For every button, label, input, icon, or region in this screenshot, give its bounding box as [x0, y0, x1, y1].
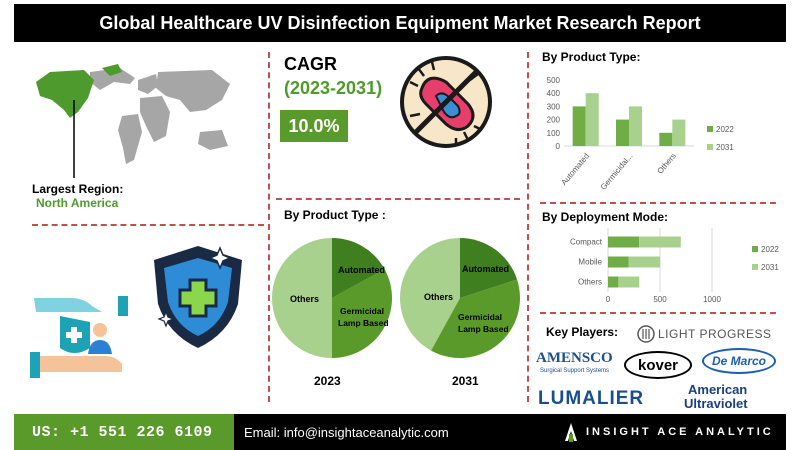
no-bacteria-icon [400, 56, 492, 148]
x-tick-label: Others [656, 152, 678, 176]
logo-de-marco: De Marco [702, 348, 776, 374]
north-america-shape [36, 70, 94, 118]
divider [276, 198, 520, 200]
pie-chart-2023: Others Automated Germicidal Lamp Based [272, 238, 393, 358]
pie-slice-automated [332, 238, 385, 298]
pie-charts: Others Automated Germicidal Lamp Based O… [272, 238, 520, 359]
y-tick-label: 0 [556, 142, 561, 151]
pie-year-2023: 2023 [314, 374, 341, 388]
world-map [36, 64, 230, 178]
x-tick-label: 500 [653, 295, 667, 304]
bar-2031 [618, 276, 640, 288]
pie-label-germicidal-line2: Lamp Based [338, 318, 389, 328]
continents [90, 68, 230, 164]
product-type-bar-chart: 0 100 200 300 400 500 Automated Germicidal... Ot… [547, 76, 735, 192]
bar-2031 [629, 106, 642, 146]
deployment-mode-bar-chart: 0 500 1000 Compact Mobile Others 2022 2031 [570, 228, 779, 304]
divider [540, 312, 776, 314]
logo-light-progress: LIGHT PROGRESS [658, 327, 772, 341]
logo-lumalier: LUMALIER [538, 388, 645, 409]
largest-region-label: Largest Region: [32, 182, 124, 196]
legend-label: 2031 [716, 143, 734, 152]
pie-label-germicidal-line1: Germicidal [340, 306, 384, 316]
divider [540, 202, 776, 204]
legend-swatch [707, 144, 713, 150]
medical-shield-icon [154, 246, 242, 348]
bar-2022 [572, 106, 586, 146]
legend-label: 2022 [716, 125, 734, 134]
cagr-period: (2023-2031) [284, 78, 383, 98]
bar-2031 [585, 93, 599, 146]
pie-label-germicidal-line1: Germicidal [458, 312, 502, 322]
bar-2022 [608, 276, 619, 288]
footer-bar: Email: info@insightaceanalytic.com INSIG… [234, 414, 786, 450]
pie-label-others: Others [424, 292, 453, 302]
y-tick-label: 100 [547, 129, 561, 138]
logo-amensco: AMENSCO [536, 350, 613, 366]
pie-label-automated: Automated [338, 265, 385, 275]
pie-label-others: Others [290, 294, 319, 304]
hands-shield-icon [30, 296, 128, 378]
product-chart-title: By Product Type: [542, 50, 641, 64]
footer-phone: US: +1 551 226 6109 [14, 414, 234, 450]
x-tick-label: Germicidal... [599, 152, 635, 192]
cagr-value: 10.0% [280, 110, 348, 142]
light-progress-logo-icon [637, 325, 655, 343]
divider [32, 224, 264, 226]
pie-chart-2031: Others Automated Germicidal Lamp Based [399, 238, 520, 359]
brand-logo-icon [565, 423, 577, 442]
footer-email: Email: info@insightaceanalytic.com [244, 424, 449, 440]
pie-label-germicidal-line2: Lamp Based [458, 324, 509, 334]
pie-slice-others [272, 238, 332, 358]
divider [268, 52, 270, 402]
legend-swatch [752, 264, 758, 270]
bar-2031 [672, 119, 686, 146]
largest-region-value: North America [36, 196, 119, 210]
legend-label: 2022 [761, 245, 779, 254]
logo-amensco-tagline: Surgical Support Systems [540, 368, 610, 374]
bar-2022 [608, 256, 629, 268]
pie-slice-germicidal [332, 269, 393, 358]
logo-american: American [688, 382, 748, 397]
bar-2031 [639, 236, 681, 248]
x-tick-label: 0 [606, 295, 611, 304]
x-tick-label: 1000 [703, 295, 721, 304]
y-tick-label: 200 [547, 116, 561, 125]
bar-2031 [628, 256, 660, 268]
pie-slice-germicidal [431, 279, 520, 359]
y-tick-label: 500 [547, 76, 561, 85]
y-tick-label: Compact [570, 238, 603, 247]
y-tick-label: 400 [547, 89, 561, 98]
deployment-chart-title: By Deployment Mode: [542, 210, 669, 224]
y-tick-label: 300 [547, 102, 561, 111]
y-tick-label: Others [578, 278, 602, 287]
x-tick-label: Automated [559, 152, 591, 187]
pie-slice-others [399, 238, 460, 351]
pie-year-2031: 2031 [452, 374, 479, 388]
bar-2022 [608, 236, 640, 248]
divider [527, 52, 529, 402]
legend-swatch [707, 126, 713, 132]
bar-2022 [616, 119, 629, 146]
logo-kover: kover [624, 351, 692, 379]
cagr-label: CAGR [284, 54, 337, 74]
brand-name: INSIGHT ACE ANALYTIC [586, 426, 774, 438]
legend-swatch [752, 246, 758, 252]
footer-brand: INSIGHT ACE ANALYTIC [564, 422, 774, 442]
key-players-title: Key Players: [546, 325, 619, 339]
logo-ultraviolet: Ultraviolet [684, 396, 748, 411]
greenland-shape [102, 64, 122, 76]
page-title: Global Healthcare UV Disinfection Equipm… [14, 4, 786, 42]
pie-label-automated: Automated [462, 264, 509, 274]
pie-section-title: By Product Type : [284, 208, 386, 222]
legend-label: 2031 [761, 263, 779, 272]
y-tick-label: Mobile [578, 258, 602, 267]
bar-2022 [659, 132, 673, 146]
pie-slice-automated [460, 238, 518, 298]
